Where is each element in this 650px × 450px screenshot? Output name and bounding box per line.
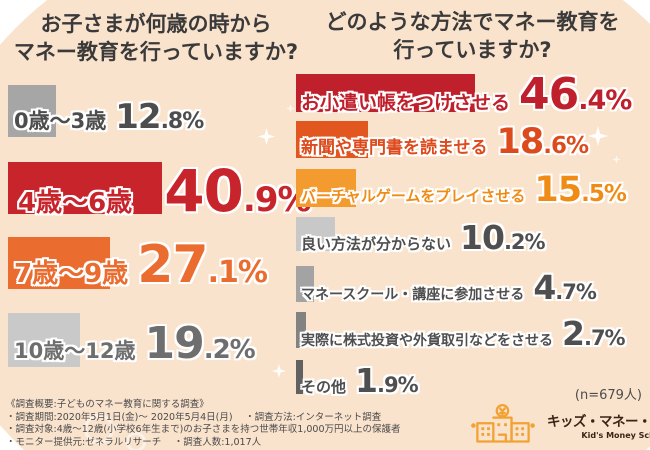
method-row-school: マネースクール・講座に参加させる 4.7% (301, 268, 597, 307)
method-percent-rest: .5% (581, 181, 627, 207)
method-label: マネースクール・講座に参加させる (301, 287, 525, 303)
method-bar-newspaper (296, 121, 368, 158)
method-label: 実際に株式投資や外貨取引などをさせる (301, 333, 553, 349)
method-label: その他 (301, 378, 347, 396)
age-bar-7-9 (8, 237, 111, 289)
age-row-0-3: 0歳〜3歳 12.8% (14, 97, 205, 137)
method-row-allowance: お小遣い帳をつけさせる 46.4% (301, 73, 632, 117)
method-row-unknown: 良い方法が分からない 10.2% (301, 218, 546, 257)
age-label: 0歳〜3歳 (14, 109, 107, 133)
method-percent-rest: .9% (376, 373, 419, 397)
brand-name-en: Kid's Money School (581, 431, 650, 440)
left-chart-title: お子さまが何歳の時から マネー教育を行っていますか? (0, 11, 312, 66)
age-percent-rest: .2% (203, 335, 256, 365)
survey-overview-line: ・モニター提供元:ゼネラルリサーチ ・調査人数:1,017人 (6, 436, 262, 448)
method-bar-invest (296, 312, 307, 348)
age-row-10-12: 10歳〜12歳 19.2% (14, 322, 256, 366)
sparkle-icon (286, 104, 295, 113)
sparkle-icon (324, 384, 335, 395)
brand-name-jp: キッズ・マネー・スクール (547, 414, 650, 430)
age-label: 4歳〜6歳 (18, 188, 133, 218)
age-label: 10歳〜12歳 (14, 339, 136, 363)
age-label: 7歳〜9歳 (14, 259, 129, 289)
circle-decoration (84, 414, 114, 444)
age-bar-0-3 (8, 85, 57, 137)
survey-overview-line: ・調査期間:2020年5月1日(金)〜 2020年5月4日(月) ・調査方法:イ… (6, 411, 382, 423)
survey-overview-line: ・調査対象:4歳〜12歳(小学校6年生まで)のお子さまを持つ世帯年収1,000万… (6, 424, 401, 436)
school-building-icon (471, 403, 535, 443)
method-row-newspaper: 新聞や専門書を読ませる 18.6% (301, 122, 589, 162)
method-percent-rest: .7% (555, 280, 597, 304)
method-percent-main: 46 (519, 69, 579, 120)
method-row-game: バーチャルゲームをプレイさせる 15.5% (301, 170, 627, 210)
method-percent-rest: .7% (583, 326, 626, 350)
age-row-4-6: 4歳〜6歳 40.9% (18, 162, 312, 220)
age-percent-main: 12 (115, 97, 161, 137)
method-bar-allowance (296, 74, 475, 112)
method-row-invest: 実際に株式投資や外貨取引などをさせる 2.7% (301, 314, 626, 353)
method-bar-other (296, 360, 304, 394)
sparkle-icon (612, 155, 621, 164)
brand-logo-text: キッズ・マネー・スクール Kid's Money School (547, 410, 650, 440)
age-percent-main: 27 (137, 235, 208, 295)
age-percent-main: 40 (164, 157, 244, 225)
method-percent-rest: .2% (503, 230, 546, 254)
method-percent-rest: .4% (578, 85, 632, 116)
age-percent-main: 19 (144, 318, 204, 369)
method-percent-main: 1 (355, 361, 378, 400)
method-row-other: その他 1.9% (301, 361, 419, 400)
method-percent-rest: .6% (543, 133, 589, 159)
age-bar-4-6 (8, 162, 163, 214)
method-bar-school (296, 266, 315, 302)
age-row-7-9: 7歳〜9歳 27.1% (14, 239, 268, 291)
right-title-line1: どのような方法でマネー教育を (325, 10, 620, 34)
method-bar-unknown (296, 217, 336, 251)
left-title-line1: お子さまが何歳の時から (40, 12, 272, 36)
age-percent-rest: .1% (207, 255, 268, 290)
left-title-line2: マネー教育を行っていますか? (13, 39, 299, 64)
right-chart-title: どのような方法でマネー教育を 行っていますか? (300, 9, 645, 64)
survey-overview-heading: 《調査概要:子どものマネー教育に関する調査》 (6, 399, 209, 410)
method-percent-main: 18 (496, 122, 545, 162)
method-label: お小遣い帳をつけさせる (301, 92, 511, 114)
method-percent-main: 15 (534, 170, 582, 210)
method-percent-main: 10 (460, 218, 505, 257)
method-label: バーチャルゲームをプレイさせる (301, 187, 526, 205)
method-bar-game (296, 169, 356, 207)
age-percent-rest: .8% (160, 109, 205, 134)
sample-size-note: (n=679人) (574, 388, 642, 403)
age-bar-10-12 (8, 313, 81, 367)
method-percent-main: 4 (533, 268, 556, 307)
brand-logo: キッズ・マネー・スクール Kid's Money School (466, 402, 650, 448)
method-label: 新聞や専門書を読ませる (301, 138, 488, 158)
survey-overview: 《調査概要:子どものマネー教育に関する調査》 ・調査期間:2020年5月1日(金… (6, 399, 401, 449)
right-title-line2: 行っていますか? (393, 37, 552, 62)
method-label: 良い方法が分からない (301, 235, 452, 253)
method-percent-main: 2 (562, 314, 585, 353)
